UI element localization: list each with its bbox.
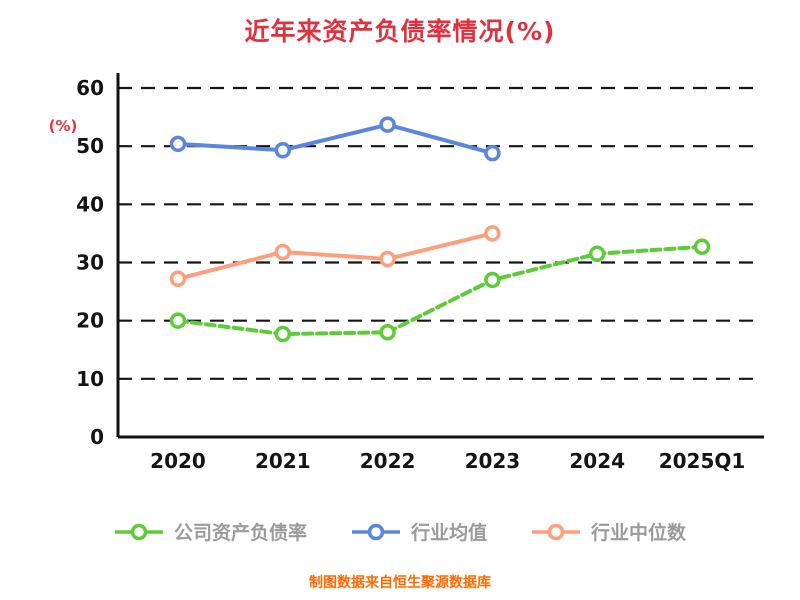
series-1-marker-3 <box>484 144 501 162</box>
series-2-marker-2 <box>379 250 396 268</box>
y-tick-label-10: 10 <box>76 367 104 391</box>
y-tick-label-20: 20 <box>76 309 104 333</box>
legend-item-industry-median[interactable]: 行业中位数 <box>531 518 686 545</box>
y-tick-label-30: 30 <box>76 251 104 275</box>
series-2-marker-1 <box>274 243 292 261</box>
chart-title: 近年来资产负债率情况(%) <box>244 17 556 46</box>
series-0-marker-1 <box>274 325 292 343</box>
series-0-marker-2 <box>379 324 396 341</box>
series-1-marker-0 <box>169 135 187 153</box>
series-0-marker-4 <box>588 245 606 263</box>
legend-item-industry-mean[interactable]: 行业均值 <box>351 518 487 545</box>
series-line-1 <box>176 122 495 156</box>
axis-labels: 0 10 20 30 40 50 60 2020 2021 2022 2023 2024 2025Q1 <box>76 76 745 473</box>
series-2-marker-3 <box>484 225 501 242</box>
gridlines <box>118 86 762 380</box>
series <box>169 116 711 343</box>
x-tick-label-2023: 2023 <box>465 449 521 473</box>
y-axis-unit-label: (%) <box>49 117 78 135</box>
legend: 公司资产负债率 行业均值 行业中位数 <box>0 518 800 545</box>
y-tick-label-50: 50 <box>76 134 104 158</box>
series-0-marker-3 <box>484 271 501 289</box>
legend-marker-blue <box>351 523 400 540</box>
x-tick-label-2021: 2021 <box>255 449 311 473</box>
x-tick-label-2025Q1: 2025Q1 <box>659 449 746 473</box>
series-2-marker-0 <box>169 270 187 288</box>
series-0-marker-0 <box>169 312 187 329</box>
series-1-marker-2 <box>379 116 396 133</box>
legend-item-company-ratio[interactable]: 公司资产负债率 <box>114 518 307 545</box>
series-line-0 <box>176 244 704 337</box>
legend-label-industry-median: 行业中位数 <box>591 522 687 544</box>
y-tick-label-60: 60 <box>76 76 104 100</box>
legend-marker-green <box>114 523 163 540</box>
axes <box>116 73 764 439</box>
y-tick-label-40: 40 <box>76 192 104 216</box>
y-tick-label-0: 0 <box>90 425 104 449</box>
series-line-2 <box>176 231 495 281</box>
data-source-note: 制图数据来自恒生聚源数据库 <box>309 575 491 591</box>
legend-label-industry-mean: 行业均值 <box>410 522 487 544</box>
legend-label-company-ratio: 公司资产负债率 <box>173 522 307 544</box>
x-tick-label-2022: 2022 <box>360 449 416 473</box>
series-1-marker-1 <box>274 141 292 159</box>
x-tick-label-2024: 2024 <box>569 449 625 473</box>
legend-marker-orange <box>532 523 580 540</box>
x-tick-label-2020: 2020 <box>150 449 206 473</box>
series-0-marker-5 <box>693 238 711 256</box>
